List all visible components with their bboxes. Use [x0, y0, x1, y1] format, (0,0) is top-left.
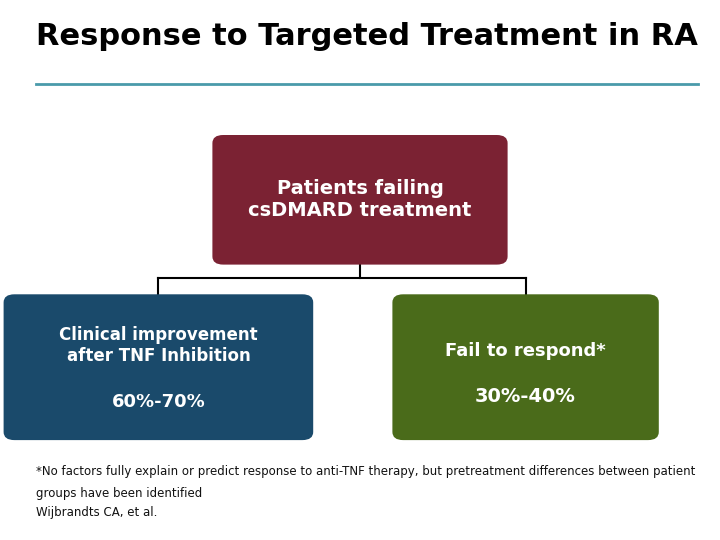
FancyBboxPatch shape: [4, 294, 313, 440]
Text: Response to Targeted Treatment in RA: Response to Targeted Treatment in RA: [36, 22, 698, 51]
Text: groups have been identified: groups have been identified: [36, 487, 202, 500]
Text: Patients failing
csDMARD treatment: Patients failing csDMARD treatment: [248, 179, 472, 220]
Text: Clinical improvement
after TNF Inhibition: Clinical improvement after TNF Inhibitio…: [59, 326, 258, 365]
Text: Fail to respond*: Fail to respond*: [445, 342, 606, 360]
FancyBboxPatch shape: [212, 135, 508, 265]
Text: 30%-40%: 30%-40%: [475, 387, 576, 407]
Text: 60%-70%: 60%-70%: [112, 393, 205, 411]
Text: *No factors fully explain or predict response to anti-TNF therapy, but pretreatm: *No factors fully explain or predict res…: [36, 465, 696, 478]
FancyBboxPatch shape: [392, 294, 659, 440]
Text: Wijbrandts CA, et al.: Wijbrandts CA, et al.: [36, 507, 161, 519]
